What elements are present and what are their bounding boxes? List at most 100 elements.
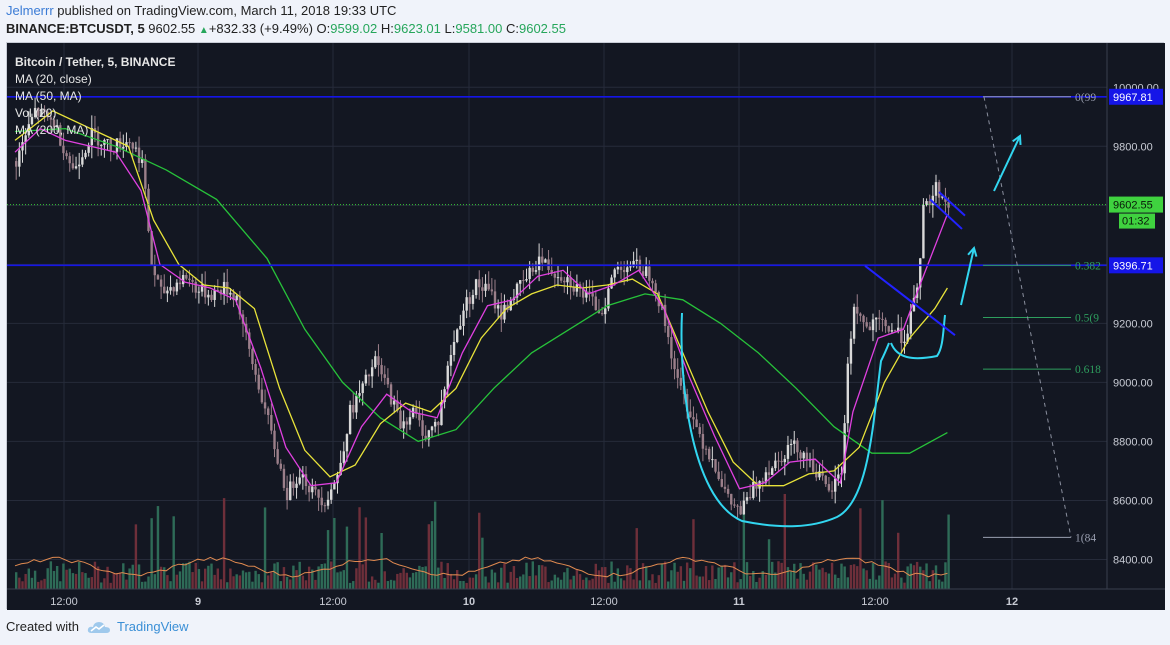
- price-tag: [1109, 88, 1163, 105]
- fib-level-label: 0.5(9: [1075, 312, 1099, 324]
- volume-bar: [802, 573, 805, 589]
- volume-bar: [144, 581, 147, 589]
- volume-bar: [695, 575, 698, 589]
- candle-body: [541, 256, 544, 263]
- volume-bar: [197, 569, 201, 589]
- volume-bar: [222, 498, 226, 589]
- volume-bar: [118, 572, 122, 589]
- volume-bar: [446, 563, 449, 589]
- volume-bar: [399, 572, 402, 589]
- candle-body: [405, 421, 408, 425]
- candle-body: [645, 266, 648, 277]
- candle-body: [314, 486, 317, 490]
- candle-body: [852, 306, 856, 339]
- candle-body: [169, 287, 172, 291]
- ma20-line: [14, 127, 949, 490]
- y-tick-label: 8400.00: [1113, 554, 1153, 566]
- volume-bar: [805, 579, 809, 589]
- candle-body: [62, 145, 65, 154]
- price-chart[interactable]: 9967.81 9396.71 9602.55 01:32 0(99 0.382 0.5(9…: [7, 43, 1165, 610]
- volume-bar: [720, 565, 723, 589]
- candle-body: [909, 311, 912, 334]
- candle-body: [330, 489, 333, 500]
- candle-body: [238, 295, 242, 315]
- candle-body: [147, 188, 150, 232]
- candle-body: [585, 291, 588, 298]
- candle-body: [934, 182, 938, 196]
- candle-body: [374, 356, 377, 368]
- volume-bar: [81, 572, 84, 589]
- volume-bar: [348, 582, 352, 589]
- y-tick-label: 9000.00: [1113, 377, 1153, 389]
- volume-bar: [667, 581, 670, 589]
- volume-bar: [166, 575, 169, 589]
- candle-body: [490, 289, 494, 292]
- volume-ma-line: [14, 556, 948, 578]
- volume-bar: [112, 573, 116, 589]
- volume-bar: [635, 528, 638, 589]
- volume-bar: [503, 563, 506, 589]
- cup-shape: [680, 312, 890, 528]
- volume-bar: [115, 572, 119, 589]
- published-text: published on TradingView.com, March 11, …: [53, 3, 397, 18]
- volume-bar: [559, 579, 563, 589]
- candle-body: [610, 277, 613, 289]
- candle-body: [761, 481, 764, 483]
- candle-body: [487, 283, 490, 290]
- candle-body: [289, 481, 292, 501]
- candle-body: [834, 478, 837, 492]
- candle-body: [21, 142, 24, 151]
- volume-bar: [244, 572, 248, 589]
- candle-body: [449, 354, 453, 366]
- volume-bar: [692, 519, 695, 589]
- volume-bar: [865, 570, 868, 589]
- candle-body: [859, 313, 862, 316]
- volume-bar: [525, 562, 528, 589]
- author-link[interactable]: Jelmerrr: [6, 3, 54, 18]
- price-tag-label: 9602.55: [1113, 200, 1153, 212]
- volume-bar: [84, 573, 87, 589]
- volume-bar: [811, 562, 815, 589]
- candle-body: [786, 445, 790, 459]
- candle-body: [175, 282, 179, 292]
- volume-bar: [827, 573, 831, 589]
- volume-bar: [317, 566, 320, 589]
- volume-bar: [604, 567, 607, 589]
- volume-bar: [613, 581, 616, 589]
- volume-bar: [730, 572, 733, 589]
- candle-body: [122, 146, 125, 149]
- candle-body: [197, 291, 201, 293]
- candle-body: [767, 472, 771, 475]
- candle-body: [726, 488, 730, 494]
- candle-body: [607, 288, 610, 309]
- up-arrow-icon: ▲: [198, 25, 209, 36]
- candle-body: [641, 271, 645, 277]
- candle-body: [632, 260, 635, 267]
- volume-bar: [774, 572, 777, 589]
- candle-body: [459, 325, 462, 330]
- tradingview-link[interactable]: TradingView: [116, 619, 189, 634]
- candle-body: [919, 258, 922, 288]
- volume-bar: [257, 574, 260, 589]
- candle-body: [115, 138, 119, 152]
- volume-bar: [541, 565, 544, 589]
- candle-body: [251, 348, 254, 365]
- candle-body: [525, 278, 528, 281]
- candle-body: [657, 292, 660, 307]
- chart-panel[interactable]: 9967.81 9396.71 9602.55 01:32 0(99 0.382 0.5(9…: [6, 42, 1165, 610]
- candle-body: [433, 421, 437, 427]
- x-tick-label: 12:00: [319, 596, 347, 608]
- x-tick-label: 9: [195, 596, 201, 608]
- volume-bar: [928, 581, 931, 589]
- candle-body: [270, 415, 273, 431]
- volume-bar: [93, 561, 97, 589]
- volume-bar: [878, 575, 881, 589]
- candle-body: [421, 420, 424, 436]
- volume-bar: [767, 539, 771, 589]
- candle-body: [667, 326, 670, 338]
- volume-bar: [748, 576, 752, 589]
- volume-bar: [903, 582, 906, 589]
- candle-body: [367, 374, 371, 377]
- volume-bar: [799, 563, 802, 589]
- candle-body: [569, 277, 572, 288]
